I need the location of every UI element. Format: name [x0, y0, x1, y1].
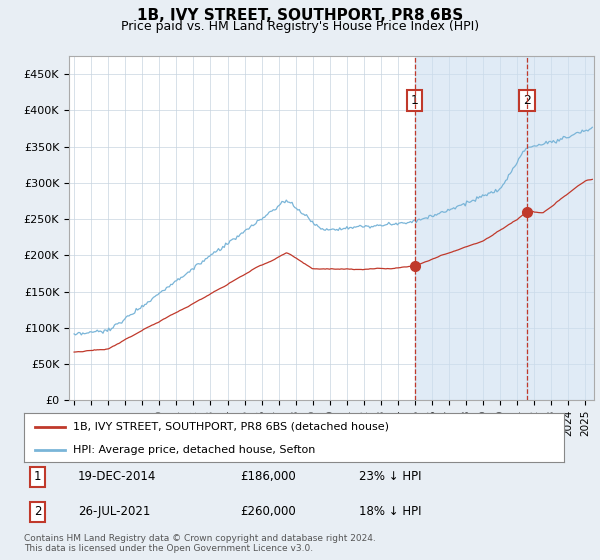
Text: 19-DEC-2014: 19-DEC-2014	[78, 470, 157, 483]
Text: 1: 1	[34, 470, 41, 483]
Text: 1: 1	[410, 94, 418, 108]
Bar	[415, 56, 527, 400]
Text: 23% ↓ HPI: 23% ↓ HPI	[359, 470, 421, 483]
Text: 18% ↓ HPI: 18% ↓ HPI	[359, 505, 421, 519]
Text: HPI: Average price, detached house, Sefton: HPI: Average price, detached house, Seft…	[73, 445, 315, 455]
Text: 2: 2	[34, 505, 41, 519]
Text: £260,000: £260,000	[240, 505, 296, 519]
Text: £186,000: £186,000	[240, 470, 296, 483]
Text: 26-JUL-2021: 26-JUL-2021	[78, 505, 151, 519]
Text: Price paid vs. HM Land Registry's House Price Index (HPI): Price paid vs. HM Land Registry's House …	[121, 20, 479, 33]
Text: Contains HM Land Registry data © Crown copyright and database right 2024.
This d: Contains HM Land Registry data © Crown c…	[24, 534, 376, 553]
Text: 1B, IVY STREET, SOUTHPORT, PR8 6BS: 1B, IVY STREET, SOUTHPORT, PR8 6BS	[137, 8, 463, 24]
Bar	[527, 56, 600, 400]
Text: 1B, IVY STREET, SOUTHPORT, PR8 6BS (detached house): 1B, IVY STREET, SOUTHPORT, PR8 6BS (deta…	[73, 422, 389, 432]
Text: 2: 2	[523, 94, 531, 108]
